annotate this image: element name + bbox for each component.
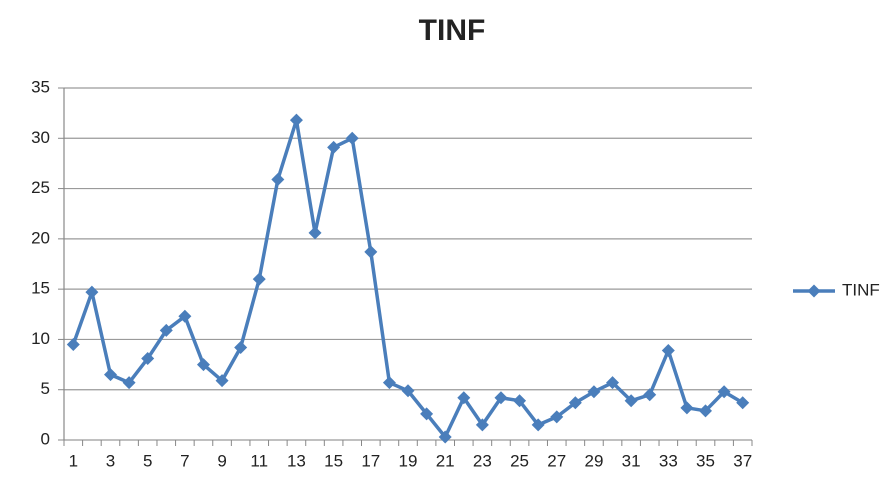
data-point bbox=[271, 173, 285, 187]
legend-label: TINF bbox=[842, 280, 880, 299]
x-tick-label: 27 bbox=[547, 451, 566, 470]
data-point bbox=[159, 323, 173, 337]
x-tick-label: 21 bbox=[436, 451, 455, 470]
data-point bbox=[345, 131, 359, 145]
y-tick-label: 10 bbox=[31, 329, 50, 348]
data-point bbox=[568, 396, 582, 410]
x-tick-label: 19 bbox=[399, 451, 418, 470]
data-point bbox=[457, 391, 471, 405]
y-tick-label: 20 bbox=[31, 228, 50, 247]
x-tick-label: 15 bbox=[324, 451, 343, 470]
data-point bbox=[66, 337, 80, 351]
data-point bbox=[513, 394, 527, 408]
y-tick-label: 15 bbox=[31, 279, 50, 298]
x-tick-label: 13 bbox=[287, 451, 306, 470]
data-point bbox=[438, 430, 452, 444]
x-tick-label: 35 bbox=[696, 451, 715, 470]
x-tick-label: 17 bbox=[361, 451, 380, 470]
x-tick-label: 33 bbox=[659, 451, 678, 470]
data-point bbox=[196, 358, 210, 372]
x-tick-label: 11 bbox=[250, 451, 268, 470]
data-point bbox=[680, 401, 694, 415]
data-point bbox=[401, 384, 415, 398]
legend-marker bbox=[807, 284, 821, 298]
data-point bbox=[643, 388, 657, 402]
y-tick-label: 35 bbox=[31, 77, 50, 96]
y-tick-label: 25 bbox=[31, 178, 50, 197]
data-point bbox=[494, 391, 508, 405]
chart-title: TINF bbox=[419, 14, 486, 47]
x-tick-label: 1 bbox=[69, 451, 78, 470]
data-point bbox=[661, 343, 675, 357]
data-point bbox=[736, 396, 750, 410]
x-tick-label: 29 bbox=[584, 451, 603, 470]
data-point bbox=[85, 285, 99, 299]
data-point bbox=[141, 352, 155, 366]
x-tick-label: 7 bbox=[180, 451, 189, 470]
data-point bbox=[624, 394, 638, 408]
x-tick-label: 25 bbox=[510, 451, 529, 470]
x-tick-label: 9 bbox=[217, 451, 226, 470]
data-point bbox=[103, 368, 117, 382]
x-tick-label: 5 bbox=[143, 451, 152, 470]
data-point bbox=[420, 407, 434, 421]
y-tick-label: 5 bbox=[41, 379, 50, 398]
data-point bbox=[122, 376, 136, 390]
y-tick-label: 0 bbox=[41, 429, 50, 448]
y-tick-label: 30 bbox=[31, 128, 50, 147]
x-tick-label: 23 bbox=[473, 451, 492, 470]
data-point bbox=[178, 309, 192, 323]
data-point bbox=[550, 410, 564, 424]
data-point bbox=[327, 140, 341, 154]
data-point bbox=[364, 245, 378, 259]
data-point bbox=[475, 418, 489, 432]
data-point bbox=[308, 226, 322, 240]
data-point bbox=[252, 272, 266, 286]
data-point bbox=[606, 376, 620, 390]
data-point bbox=[215, 374, 229, 388]
data-point bbox=[717, 385, 731, 399]
x-tick-label: 31 bbox=[622, 451, 641, 470]
data-point bbox=[382, 376, 396, 390]
data-point bbox=[587, 385, 601, 399]
data-point bbox=[289, 113, 303, 127]
data-point bbox=[699, 404, 713, 418]
x-tick-label: 37 bbox=[733, 451, 752, 470]
x-tick-label: 3 bbox=[106, 451, 115, 470]
data-point bbox=[531, 418, 545, 432]
data-point bbox=[234, 340, 248, 354]
